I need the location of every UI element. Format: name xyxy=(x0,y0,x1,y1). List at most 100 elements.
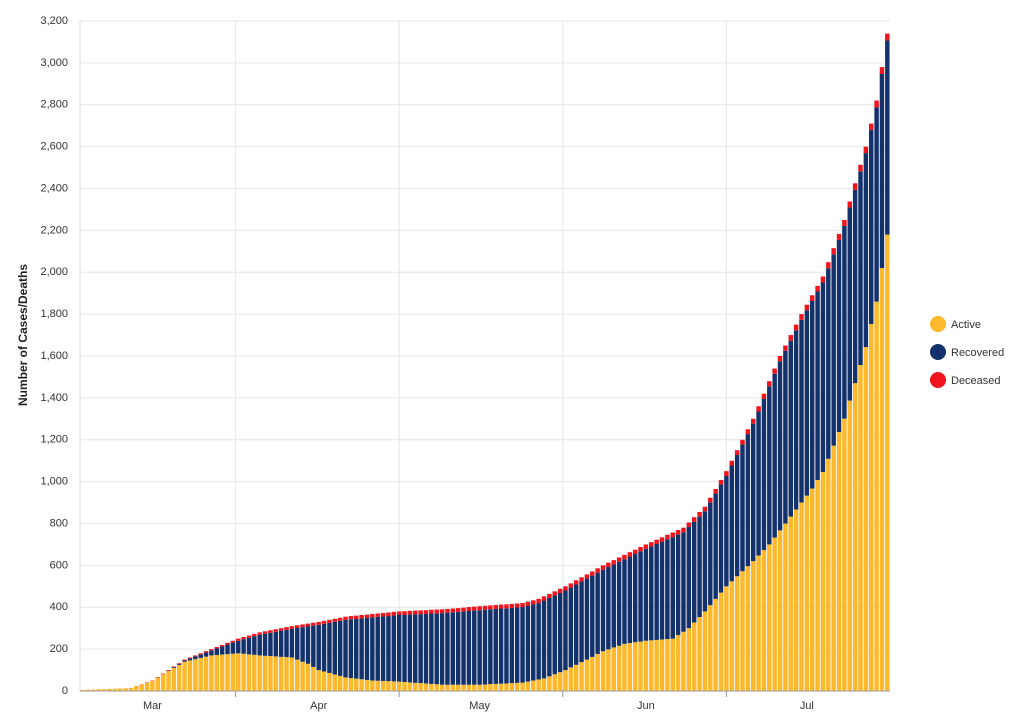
bar-segment xyxy=(198,654,203,658)
bar-segment xyxy=(697,516,702,618)
bar-segment xyxy=(713,488,718,494)
legend-marker xyxy=(930,344,946,360)
bar-segment xyxy=(295,625,300,628)
bar-segment xyxy=(622,643,627,691)
bar-segment xyxy=(364,679,370,691)
bar-segment xyxy=(509,683,515,691)
bar-segment xyxy=(643,544,649,549)
bar-segment xyxy=(568,587,574,668)
bar-segment xyxy=(590,571,595,576)
bar-segment xyxy=(858,365,863,691)
bar-segment xyxy=(252,633,257,637)
bar-segment xyxy=(579,662,584,691)
bar-segment xyxy=(868,123,874,131)
bar-segment xyxy=(777,356,783,362)
bar-segment xyxy=(504,608,509,684)
bar-segment xyxy=(756,406,761,412)
bar-segment xyxy=(611,560,616,565)
bar-segment xyxy=(750,418,756,424)
bar-segment xyxy=(230,653,236,691)
bar-segment xyxy=(209,655,214,691)
y-tick-label: 2,400 xyxy=(40,182,68,194)
bar-segment xyxy=(745,566,751,691)
bar-segment xyxy=(407,682,413,691)
bar-segment xyxy=(311,666,316,691)
bar-segment xyxy=(262,631,268,634)
bar-segment xyxy=(182,661,187,691)
bar-segment xyxy=(407,610,413,615)
bar-segment xyxy=(396,614,402,682)
bar-segment xyxy=(820,282,826,472)
bar-segment xyxy=(225,642,230,645)
bar-segment xyxy=(547,676,552,691)
bar-segment xyxy=(547,593,552,599)
bar-segment xyxy=(826,262,831,269)
bar-segment xyxy=(327,622,332,673)
bar-segment xyxy=(284,629,289,658)
bar-segment xyxy=(820,471,826,691)
bar-segment xyxy=(643,640,649,691)
bar-segment xyxy=(257,632,262,635)
bar-segment xyxy=(262,655,268,691)
bar-segment xyxy=(793,330,799,510)
bar-segment xyxy=(836,432,842,691)
bar-segment xyxy=(246,635,252,638)
bar-segment xyxy=(525,601,531,606)
bar-segment xyxy=(541,678,547,691)
bar-segment xyxy=(756,411,761,556)
bar-segment xyxy=(413,682,418,691)
bar-segment xyxy=(783,523,788,691)
bar-segment xyxy=(675,635,681,691)
bar-segment xyxy=(241,636,246,640)
bar-segment xyxy=(740,439,745,445)
bar-segment xyxy=(370,680,375,691)
bar-segment xyxy=(461,684,466,691)
bar-segment xyxy=(396,681,402,691)
bar-segment xyxy=(386,681,391,691)
bar-segment xyxy=(477,610,482,685)
bar-segment xyxy=(230,642,236,654)
bar-segment xyxy=(166,671,171,691)
bar-segment xyxy=(547,598,552,677)
bar-segment xyxy=(563,586,568,591)
bar-segment xyxy=(273,629,279,632)
bar-segment xyxy=(284,627,289,630)
bar-segment xyxy=(236,653,241,691)
bar-segment xyxy=(590,656,595,691)
bar-segment xyxy=(241,653,246,691)
bar-segment xyxy=(482,605,488,610)
bar-segment xyxy=(354,615,359,619)
bar-segment xyxy=(445,612,450,685)
bar-segment xyxy=(729,460,734,466)
bar-segment xyxy=(364,614,370,618)
y-tick-label: 1,000 xyxy=(40,476,68,488)
y-axis-label: Number of Cases/Deaths xyxy=(16,264,30,406)
bar-segment xyxy=(616,557,622,562)
bar-segment xyxy=(343,677,348,691)
bar-segment xyxy=(203,656,209,691)
bar-segment xyxy=(268,656,273,691)
bar-segment xyxy=(321,623,327,672)
bar-segment xyxy=(681,631,686,691)
bar-segment xyxy=(359,679,364,691)
bar-segment xyxy=(278,628,284,631)
bar-segment xyxy=(514,603,520,608)
bar-segment xyxy=(761,550,767,691)
bar-segment xyxy=(874,107,879,302)
bar-segment xyxy=(852,383,858,691)
bar-segment xyxy=(466,607,472,612)
bar-segment xyxy=(300,627,305,662)
y-tick-label: 2,000 xyxy=(40,266,68,278)
bar-segment xyxy=(783,345,788,351)
bar-segment xyxy=(423,683,429,691)
bar-segment xyxy=(777,361,783,531)
bar-segment xyxy=(343,619,348,678)
bar-segment xyxy=(423,610,429,614)
bar-segment xyxy=(300,624,305,628)
bar-segment xyxy=(418,610,423,615)
bar-segment xyxy=(289,626,295,629)
bar-segment xyxy=(831,248,836,255)
bar-segment xyxy=(273,631,279,657)
bar-segment xyxy=(879,268,885,691)
